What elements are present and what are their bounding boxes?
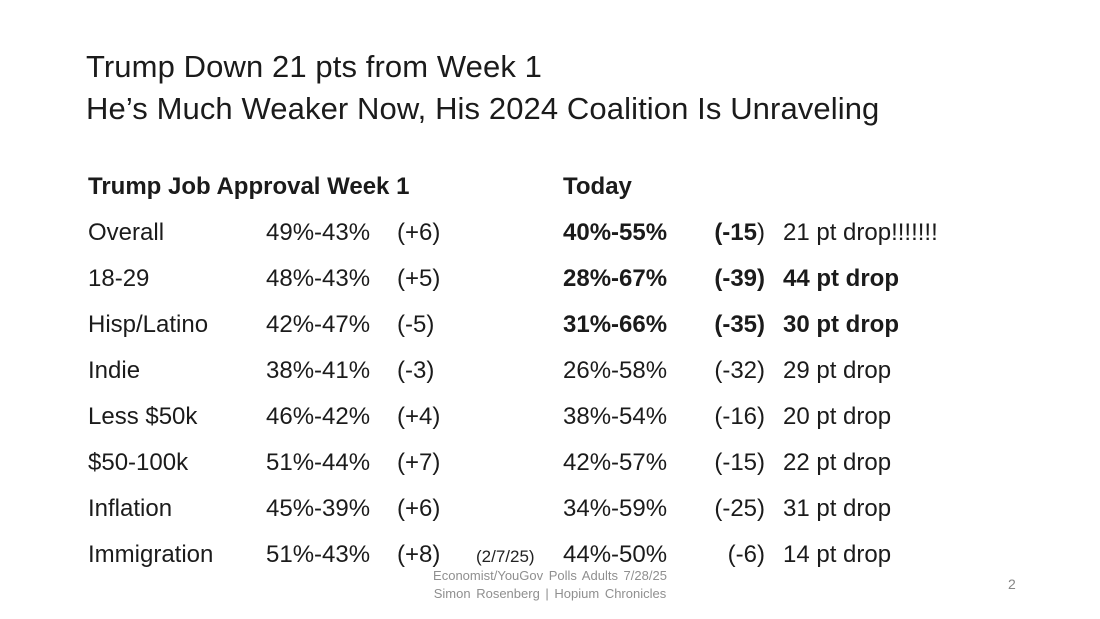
- column-header-today: Today: [563, 173, 632, 200]
- today-diff-close: ): [757, 219, 765, 246]
- week1-diff: (+8): [397, 541, 441, 568]
- table-row-indie: Indie 38%-41% (-3) 26%-58% (-32) 29 pt d…: [88, 348, 938, 394]
- week1-diff: (+7): [397, 449, 441, 476]
- row-label: 18-29: [88, 265, 150, 292]
- today-range: 26%-58%: [563, 357, 668, 384]
- week1-range: 48%-43%: [266, 265, 371, 292]
- row-label: $50-100k: [88, 449, 189, 476]
- today-diff: (-39): [703, 256, 765, 302]
- drop-note: 21 pt drop!!!!!!!: [783, 219, 938, 246]
- table-row-immigration: Immigration 51%-43% (+8) (2/7/25) 44%-50…: [88, 532, 938, 580]
- today-diff-value: (-15): [714, 449, 765, 476]
- today-diff-value: (-39): [714, 265, 765, 292]
- table-row-50-100k: $50-100k 51%-44% (+7) 42%-57% (-15) 22 p…: [88, 440, 938, 486]
- today-diff: (-6): [703, 532, 765, 578]
- today-diff-value: (-25): [714, 495, 765, 522]
- week1-diff: (-3): [397, 357, 435, 384]
- drop-note: 20 pt drop: [783, 403, 892, 430]
- today-diff-value: (-15: [714, 219, 757, 246]
- row-label: Hisp/Latino: [88, 311, 209, 338]
- week1-diff: (+4): [397, 403, 441, 430]
- table-row-inflation: Inflation 45%-39% (+6) 34%-59% (-25) 31 …: [88, 486, 938, 532]
- table-row-18-29: 18-29 48%-43% (+5) 28%-67% (-39) 44 pt d…: [88, 256, 938, 302]
- today-diff-value: (-6): [727, 541, 765, 568]
- week1-diff: (+6): [397, 219, 441, 246]
- week1-range: 51%-44%: [266, 449, 371, 476]
- drop-note: 14 pt drop: [783, 541, 892, 568]
- today-range: 34%-59%: [563, 495, 668, 522]
- week1-range: 51%-43%: [266, 541, 371, 568]
- today-diff: (-35): [703, 302, 765, 348]
- drop-note: 31 pt drop: [783, 495, 892, 522]
- today-range: 42%-57%: [563, 449, 668, 476]
- slide-title-line1: Trump Down 21 pts from Week 1: [86, 49, 543, 84]
- today-range: 40%-55%: [563, 219, 668, 246]
- week1-diff: (+5): [397, 265, 441, 292]
- week1-note: (2/7/25): [476, 547, 535, 566]
- drop-note: 44 pt drop: [783, 265, 900, 292]
- today-range: 28%-67%: [563, 265, 668, 292]
- today-diff: (-32): [703, 348, 765, 394]
- week1-diff: (-5): [397, 311, 435, 338]
- row-label: Inflation: [88, 495, 173, 522]
- table-header-row: Trump Job Approval Week 1 Today: [88, 164, 938, 210]
- table-row-less-50k: Less $50k 46%-42% (+4) 38%-54% (-16) 20 …: [88, 394, 938, 440]
- column-header-week1: Trump Job Approval Week 1: [88, 173, 410, 200]
- week1-diff: (+6): [397, 495, 441, 522]
- today-diff: (-25): [703, 486, 765, 532]
- row-label: Overall: [88, 219, 165, 246]
- today-range: 31%-66%: [563, 311, 668, 338]
- week1-range: 38%-41%: [266, 357, 371, 384]
- page-number: 2: [1008, 576, 1016, 592]
- row-label: Immigration: [88, 541, 214, 568]
- slide-footer: Economist/YouGov Polls Adults 7/28/25 Si…: [0, 567, 1100, 603]
- today-diff-value: (-32): [714, 357, 765, 384]
- drop-note: 22 pt drop: [783, 449, 892, 476]
- today-diff: (-15): [703, 440, 765, 486]
- week1-range: 49%-43%: [266, 219, 371, 246]
- week1-range: 42%-47%: [266, 311, 371, 338]
- footer-source-line: Economist/YouGov Polls Adults 7/28/25: [433, 568, 667, 583]
- today-diff-value: (-35): [714, 311, 765, 338]
- today-range: 44%-50%: [563, 541, 668, 568]
- row-label: Less $50k: [88, 403, 198, 430]
- today-diff-value: (-16): [714, 403, 765, 430]
- today-range: 38%-54%: [563, 403, 668, 430]
- table-row-overall: Overall 49%-43% (+6) 40%-55% (-15) 21 pt…: [88, 210, 938, 256]
- approval-table: Trump Job Approval Week 1 Today Overall …: [88, 164, 938, 580]
- week1-range: 46%-42%: [266, 403, 371, 430]
- table-row-hisp-latino: Hisp/Latino 42%-47% (-5) 31%-66% (-35) 3…: [88, 302, 938, 348]
- slide-title: Trump Down 21 pts from Week 1 He’s Much …: [86, 46, 879, 130]
- drop-note: 30 pt drop: [783, 311, 900, 338]
- today-diff: (-16): [703, 394, 765, 440]
- footer-credit-line: Simon Rosenberg | Hopium Chronicles: [433, 586, 667, 601]
- drop-note: 29 pt drop: [783, 357, 892, 384]
- slide-title-line2: He’s Much Weaker Now, His 2024 Coalition…: [86, 91, 880, 126]
- week1-range: 45%-39%: [266, 495, 371, 522]
- row-label: Indie: [88, 357, 141, 384]
- today-diff: (-15): [703, 210, 765, 256]
